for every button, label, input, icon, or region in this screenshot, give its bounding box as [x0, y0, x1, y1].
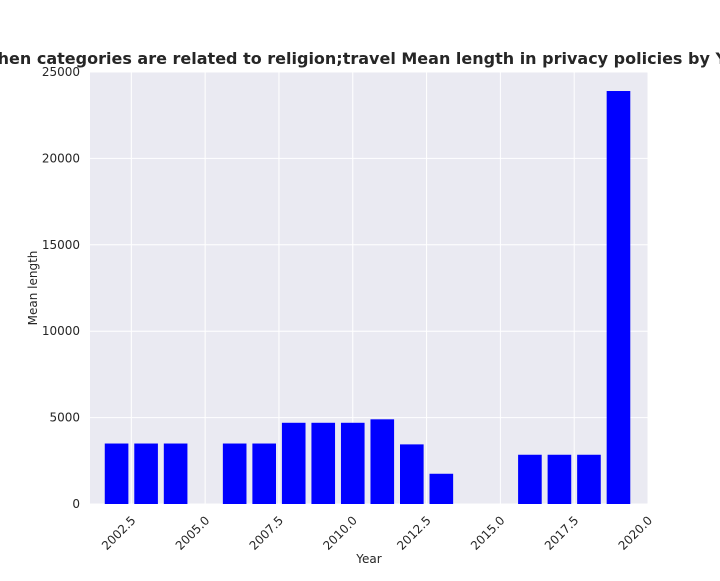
bar-2009: [311, 422, 336, 504]
x-tick-label: 2020.0: [616, 513, 656, 553]
bar-2002: [104, 443, 129, 504]
x-tick-label: 2012.5: [394, 513, 434, 553]
x-tick-label: 2015.0: [468, 513, 508, 553]
x-tick-label: 2002.5: [99, 513, 139, 553]
y-tick-label: 10000: [42, 324, 80, 338]
bar-2003: [134, 443, 158, 504]
bar-2008: [281, 422, 306, 504]
x-tick-label: 2007.5: [247, 513, 287, 553]
x-tick-label: 2010.0: [320, 513, 360, 553]
bar-2004: [163, 443, 188, 504]
bar-2018: [577, 454, 601, 504]
x-axis-label: Year: [355, 552, 381, 566]
bar-2012: [400, 444, 424, 504]
x-tick-label: 2005.0: [173, 513, 213, 553]
gridlines: [90, 71, 649, 505]
bar-2007: [252, 443, 276, 504]
bar-2006: [222, 443, 247, 504]
bar-2019: [606, 91, 631, 505]
x-axis-ticks: 2002.5 2005.0 2007.5 2010.0 2012.5 2015.0 2017…: [99, 513, 655, 553]
bar-2011: [370, 419, 395, 504]
bars: [104, 91, 631, 505]
y-tick-label: 25000: [42, 65, 80, 79]
y-tick-label: 15000: [42, 238, 80, 252]
y-axis-label: Mean length: [26, 251, 40, 326]
plot-area: [90, 72, 648, 504]
x-tick-label: 2017.5: [542, 513, 582, 553]
y-tick-label: 5000: [49, 411, 80, 425]
bar-2016: [518, 454, 542, 504]
chart-title: when categories are related to religion;…: [0, 49, 720, 68]
bar-2017: [547, 454, 572, 504]
bar-2010: [340, 422, 365, 504]
y-tick-label: 0: [72, 497, 80, 511]
y-axis-ticks: 0 5000 10000 15000 20000 25000: [42, 65, 80, 511]
bar-2013: [429, 473, 454, 504]
y-tick-label: 20000: [42, 151, 80, 165]
